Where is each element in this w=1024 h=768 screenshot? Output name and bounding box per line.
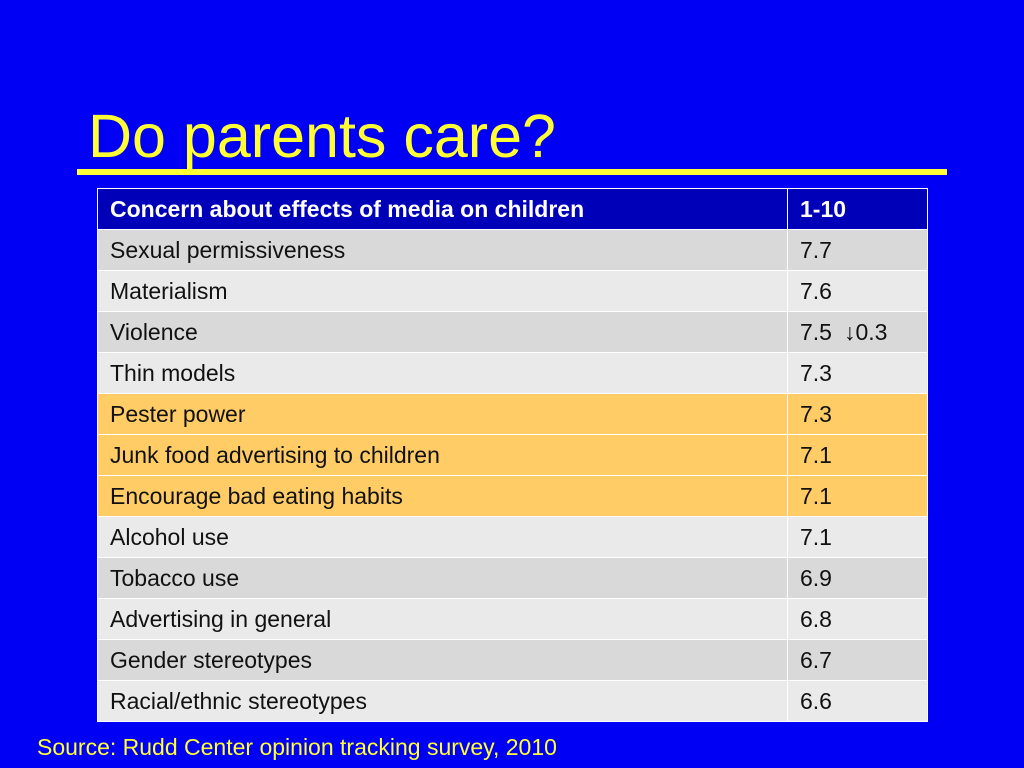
concern-cell: Encourage bad eating habits bbox=[97, 475, 788, 517]
table-header-row: Concern about effects of media on childr… bbox=[97, 188, 928, 230]
concern-cell: Thin models bbox=[97, 352, 788, 394]
score-value: 7.1 bbox=[800, 441, 832, 468]
score-cell: 6.8 bbox=[787, 598, 928, 640]
concern-cell: Alcohol use bbox=[97, 516, 788, 558]
score-cell: 7.5 ↓0.3 bbox=[787, 311, 928, 353]
score-value: 6.8 bbox=[800, 605, 832, 632]
header-score: 1-10 bbox=[787, 188, 928, 230]
score-value: 7.1 bbox=[800, 523, 832, 550]
score-value: 6.7 bbox=[800, 646, 832, 673]
score-cell: 7.1 bbox=[787, 516, 928, 558]
table-row: Tobacco use 6.9 bbox=[97, 557, 928, 599]
concern-cell: Racial/ethnic stereotypes bbox=[97, 680, 788, 722]
table-row-highlighted: Encourage bad eating habits 7.1 bbox=[97, 475, 928, 517]
concern-cell: Pester power bbox=[97, 393, 788, 435]
score-cell: 7.1 bbox=[787, 475, 928, 517]
concern-cell: Materialism bbox=[97, 270, 788, 312]
table-row: Alcohol use 7.1 bbox=[97, 516, 928, 558]
score-cell: 7.6 bbox=[787, 270, 928, 312]
score-value: 7.1 bbox=[800, 482, 832, 509]
table-row: Thin models 7.3 bbox=[97, 352, 928, 394]
score-value: 6.9 bbox=[800, 564, 832, 591]
score-cell: 6.6 bbox=[787, 680, 928, 722]
concern-cell: Junk food advertising to children bbox=[97, 434, 788, 476]
concern-cell: Advertising in general bbox=[97, 598, 788, 640]
table-body: Sexual permissiveness 7.7 Materialism 7.… bbox=[97, 229, 928, 722]
table-row-highlighted: Junk food advertising to children 7.1 bbox=[97, 434, 928, 476]
score-value: 7.3 bbox=[800, 400, 832, 427]
header-concern: Concern about effects of media on childr… bbox=[97, 188, 788, 230]
score-value: 6.6 bbox=[800, 687, 832, 714]
score-cell: 7.3 bbox=[787, 393, 928, 435]
table-row: Advertising in general 6.8 bbox=[97, 598, 928, 640]
table-row: Racial/ethnic stereotypes 6.6 bbox=[97, 680, 928, 722]
score-cell: 6.7 bbox=[787, 639, 928, 681]
score-change-note: ↓0.3 bbox=[843, 318, 888, 345]
concern-cell: Tobacco use bbox=[97, 557, 788, 599]
table-row: Gender stereotypes 6.7 bbox=[97, 639, 928, 681]
score-value: 7.5 bbox=[800, 318, 832, 345]
slide-title: Do parents care? bbox=[88, 102, 556, 170]
table-row: Violence 7.5 ↓0.3 bbox=[97, 311, 928, 353]
table-row-highlighted: Pester power 7.3 bbox=[97, 393, 928, 435]
score-cell: 7.3 bbox=[787, 352, 928, 394]
concern-cell: Gender stereotypes bbox=[97, 639, 788, 681]
score-value: 7.6 bbox=[800, 277, 832, 304]
score-cell: 6.9 bbox=[787, 557, 928, 599]
score-cell: 7.7 bbox=[787, 229, 928, 271]
concerns-table: Concern about effects of media on childr… bbox=[97, 188, 928, 722]
source-note: Source: Rudd Center opinion tracking sur… bbox=[37, 734, 557, 760]
table-row: Materialism 7.6 bbox=[97, 270, 928, 312]
concern-cell: Violence bbox=[97, 311, 788, 353]
table-row: Sexual permissiveness 7.7 bbox=[97, 229, 928, 271]
score-value: 7.7 bbox=[800, 236, 832, 263]
score-value: 7.3 bbox=[800, 359, 832, 386]
concern-cell: Sexual permissiveness bbox=[97, 229, 788, 271]
title-underline bbox=[77, 169, 947, 175]
score-cell: 7.1 bbox=[787, 434, 928, 476]
